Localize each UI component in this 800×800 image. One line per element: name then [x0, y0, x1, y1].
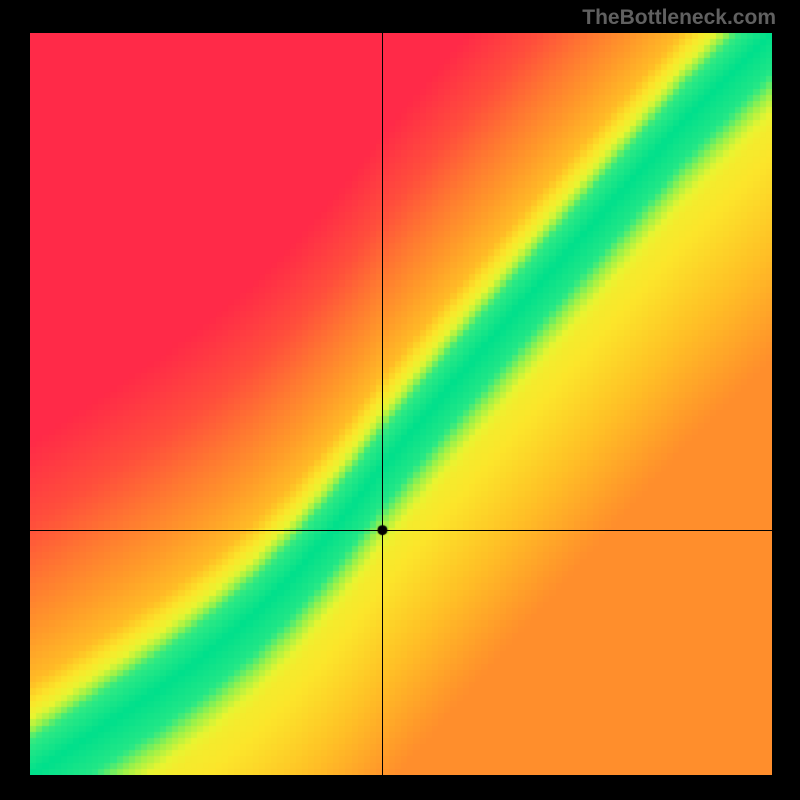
bottleneck-heatmap [30, 33, 772, 775]
watermark-text: TheBottleneck.com [582, 6, 776, 30]
plot-frame [30, 33, 772, 775]
crosshair-vertical [382, 33, 383, 775]
chart-container: TheBottleneck.com [0, 0, 800, 800]
crosshair-horizontal [30, 530, 772, 531]
